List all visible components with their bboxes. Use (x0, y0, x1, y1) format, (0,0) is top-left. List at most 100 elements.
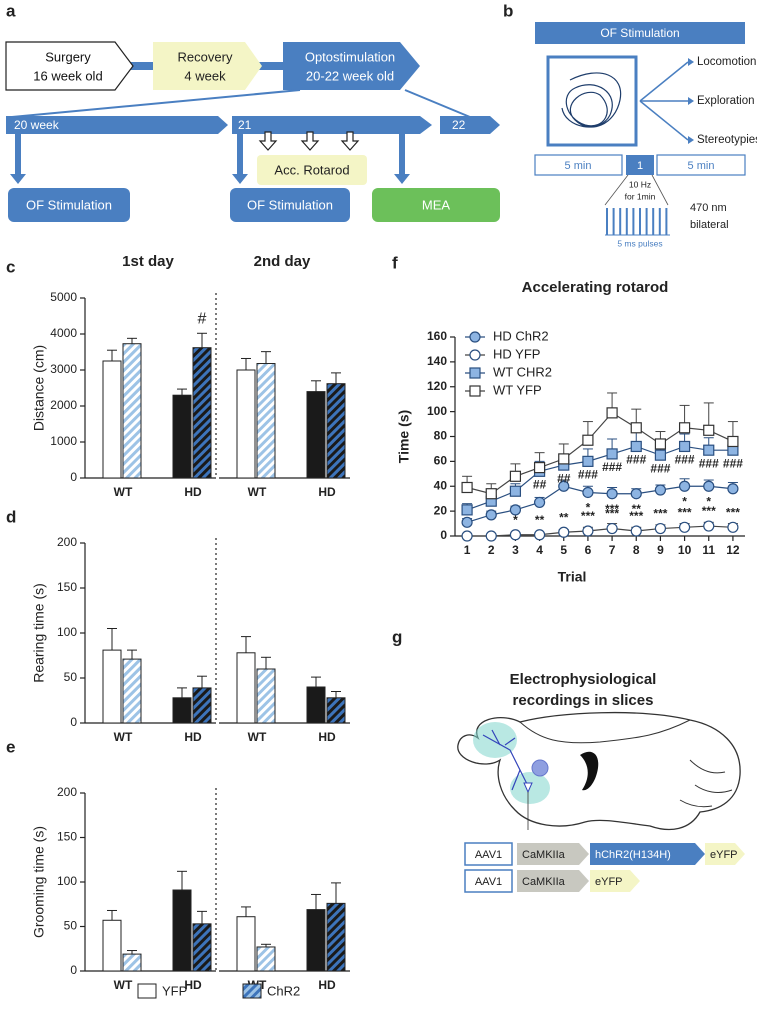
week-arrow (440, 116, 500, 134)
y-tick-label: 150 (57, 580, 77, 594)
facet-title: 2nd day (254, 253, 311, 270)
marker (654, 438, 667, 450)
event-text: OF Stimulation (26, 197, 112, 212)
step-box (153, 42, 262, 90)
facet-title: 1st day (122, 253, 174, 270)
fan-line (651, 174, 669, 206)
pulse-label: 5 ms pulses (617, 238, 662, 248)
marker (582, 434, 594, 446)
fan-line (604, 174, 629, 206)
y-tick-label: 3000 (50, 362, 77, 376)
x-tick-label: HD (184, 485, 202, 499)
hollow-arrow (340, 131, 360, 151)
marker (461, 481, 473, 494)
outcome-label: Locomotion (697, 56, 756, 68)
y-tick-label: 50 (64, 919, 78, 933)
y-tick-label: 60 (434, 454, 448, 468)
construct-label: eYFP (595, 876, 623, 888)
x-tick-label: HD (184, 978, 202, 992)
bar (256, 668, 276, 724)
bar (192, 347, 212, 479)
y-tick-label: 0 (440, 528, 447, 542)
neuron (482, 729, 529, 791)
phase-box (626, 155, 654, 175)
arrow-head (232, 174, 248, 184)
week-label: 22 (452, 118, 466, 132)
panel-label: c (6, 257, 15, 276)
chart-title: Accelerating rotarod (522, 279, 669, 296)
x-tick-label: 8 (633, 543, 640, 557)
construct-arrow (517, 843, 589, 865)
bar (256, 363, 276, 479)
bar (192, 923, 212, 972)
marker (533, 496, 546, 509)
significance: * (706, 494, 711, 508)
x-tick-label: 7 (609, 543, 616, 557)
legend-swatch (242, 983, 262, 999)
bar (122, 658, 142, 724)
y-tick-label: 200 (57, 785, 77, 799)
x-tick-label: WT (114, 485, 133, 499)
bar (306, 909, 326, 972)
light-label: 470 nm (690, 202, 727, 214)
significance: ## (533, 477, 547, 491)
phase-label: 5 min (688, 160, 715, 172)
legend-label: YFP (162, 983, 187, 998)
zoom-line (404, 89, 471, 118)
marker (703, 444, 715, 456)
marker (485, 530, 497, 542)
x-tick-label: HD (318, 730, 336, 744)
y-tick-label: 80 (434, 429, 448, 443)
x-tick-label: HD (318, 978, 336, 992)
bar (236, 916, 256, 972)
y-tick-label: 100 (427, 404, 447, 418)
open-field (546, 55, 638, 147)
significance: *** (605, 502, 619, 516)
bar (192, 687, 212, 724)
legend-label: WT CHR2 (493, 364, 552, 379)
marker (606, 448, 618, 460)
bar (306, 686, 326, 724)
legend-label: HD YFP (493, 346, 540, 361)
marker (606, 488, 618, 500)
significance: ### (675, 453, 695, 467)
marker (727, 483, 739, 495)
x-tick-label: WT (248, 730, 267, 744)
arrow-head (10, 174, 26, 184)
marker (678, 521, 691, 533)
significance: ### (723, 456, 743, 470)
annotation: # (198, 310, 207, 327)
marker (727, 521, 739, 533)
electrode (531, 759, 549, 777)
marker (485, 509, 497, 521)
y-tick-label: 20 (434, 503, 448, 517)
hollow-arrow (300, 131, 320, 151)
connector (130, 62, 156, 70)
y-tick-label: 5000 (50, 290, 77, 304)
marker (582, 455, 594, 467)
protocol-title: OF Stimulation (600, 26, 679, 40)
construct-arrow (590, 843, 705, 865)
marker (654, 449, 667, 461)
phase-box (534, 154, 623, 176)
step-text: 4 week (184, 68, 226, 83)
marker (485, 488, 497, 500)
marker (630, 525, 642, 537)
significance: ### (650, 461, 670, 475)
marker (630, 488, 642, 500)
y-tick-label: 2000 (50, 398, 77, 412)
marker (461, 530, 473, 542)
recording-title: Electrophysiological (510, 671, 657, 688)
y-tick-label: 0 (70, 715, 77, 729)
week-label: 21 (238, 118, 252, 132)
connector (258, 62, 286, 70)
construct-label: CaMKIIa (522, 849, 566, 861)
legend-swatch (137, 983, 157, 999)
outcome-label: Exploration (697, 95, 755, 107)
event-text: Acc. Rotarod (274, 162, 349, 177)
y-tick-label: 200 (57, 535, 77, 549)
significance: *** (581, 509, 595, 523)
arrow-head (394, 174, 410, 184)
panel-label: e (6, 737, 15, 756)
x-tick-label: 6 (585, 543, 592, 557)
